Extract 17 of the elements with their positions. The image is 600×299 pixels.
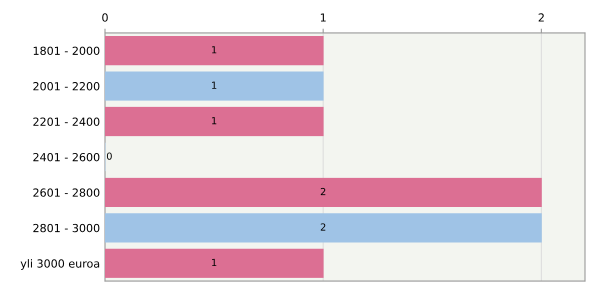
data-label: 1 bbox=[212, 46, 216, 54]
x-tick-label: 2 bbox=[538, 13, 544, 22]
y-tick-label: 2401 - 2600 bbox=[33, 152, 100, 162]
data-label: 1 bbox=[212, 82, 216, 89]
x-tick-label: 0 bbox=[102, 13, 108, 22]
data-label: 2 bbox=[320, 223, 326, 231]
data-label: 2 bbox=[320, 188, 326, 196]
y-tick-label: 2001 - 2200 bbox=[33, 82, 100, 90]
y-tick-label: 2601 - 2800 bbox=[33, 188, 100, 197]
y-tick-label: 1801 - 2000 bbox=[34, 46, 100, 55]
y-tick-label: 2201 - 2400 bbox=[33, 117, 100, 126]
data-label: 1 bbox=[212, 258, 216, 266]
data-label: 0 bbox=[106, 152, 112, 160]
x-tick-label: 1 bbox=[320, 13, 326, 22]
data-label: 1 bbox=[212, 117, 216, 124]
y-tick-label: 2801 - 3000 bbox=[33, 224, 100, 232]
y-tick-label: yli 3000 euroa bbox=[20, 259, 100, 270]
